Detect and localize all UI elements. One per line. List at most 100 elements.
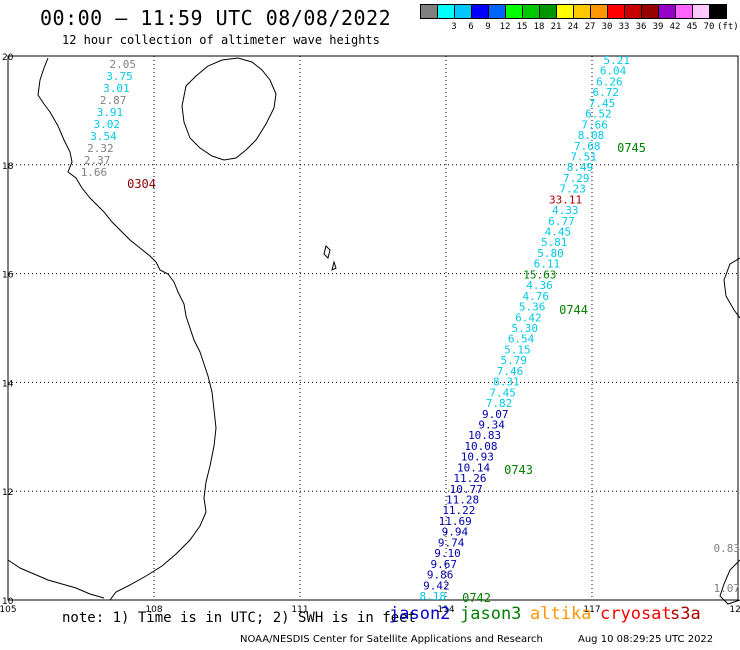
wave-height-label: 3.02 — [94, 118, 121, 131]
wave-height-label: 6.04 — [600, 65, 627, 78]
satellite-name: cryosat — [600, 604, 672, 624]
coastlines — [7, 57, 740, 605]
small-island-2 — [331, 260, 337, 271]
lat-tick-label: 20 — [2, 53, 14, 63]
wave-height-label: 15.63 — [523, 268, 556, 281]
wave-height-label: 5.79 — [500, 354, 527, 367]
wave-height-label: 33.11 — [549, 193, 582, 206]
wave-height-label: 9.74 — [438, 536, 465, 549]
map-frame — [7, 55, 739, 601]
legend-label: 6 — [468, 22, 474, 32]
wave-height-label: 6.72 — [592, 86, 619, 99]
east-coast — [723, 257, 740, 319]
wave-height-label: 5.15 — [504, 343, 531, 356]
legend-label: 30 — [601, 22, 613, 32]
satellite-name: jason2 — [389, 604, 451, 624]
lat-lon-grid: 105 108 111 114 117 120 20 18 16 14 12 10 — [0, 53, 740, 615]
wave-height-label: 10.08 — [464, 440, 497, 453]
legend-label: 39 — [652, 22, 664, 32]
wave-height-label: 3.75 — [106, 70, 133, 83]
wave-height-label: 5.30 — [512, 322, 539, 335]
pass-time-label: 0742 — [462, 591, 491, 605]
legend-label: 21 — [550, 22, 562, 32]
vietnam-coast — [37, 57, 217, 601]
legend-label: 15 — [516, 22, 528, 32]
wave-height-label: 6.26 — [596, 75, 623, 88]
wave-height-label: 7.82 — [486, 397, 513, 410]
wave-height-label: 3.01 — [103, 82, 130, 95]
credit-text: NOAA/NESDIS Center for Satellite Applica… — [240, 634, 543, 645]
wave-height-label: 5.80 — [537, 247, 564, 260]
legend-label: 12 — [499, 22, 511, 32]
footnote: note: 1) Time is in UTC; 2) SWH is in fe… — [62, 610, 417, 626]
wave-height-label: 9.86 — [427, 569, 454, 582]
lat-tick-label: 12 — [2, 488, 13, 498]
wave-height-label: 8.31 — [493, 376, 520, 389]
wave-height-label: 3.91 — [97, 106, 124, 119]
legend-label: 24 — [567, 22, 579, 32]
wave-height-label: 4.45 — [545, 226, 572, 239]
wave-height-label: 7.29 — [563, 172, 590, 185]
wave-height-label: 7.23 — [559, 183, 586, 196]
lon-tick-label: 108 — [145, 605, 162, 615]
lon-tick-label: 117 — [583, 605, 600, 615]
lon-tick-label: 111 — [291, 605, 308, 615]
lon-tick-label: 120 — [729, 605, 740, 615]
wave-height-label: 5.21 — [604, 54, 631, 67]
wave-height-label: 1.66 — [81, 166, 108, 179]
satellite-name: altika — [530, 604, 592, 624]
track-labels: 2.053.753.012.873.913.023.542.322.371.66… — [81, 54, 740, 605]
wave-height-label: 7.45 — [489, 386, 516, 399]
legend-label: 9 — [485, 22, 491, 32]
wave-height-label: 2.37 — [84, 154, 111, 167]
gulf-coast — [7, 559, 105, 599]
wave-height-label: 9.67 — [431, 558, 458, 571]
pass-time-label: 0743 — [504, 463, 533, 477]
wave-height-label: 10.77 — [450, 483, 483, 496]
wave-height-label: 11.26 — [453, 472, 486, 485]
wave-height-label: 11.22 — [442, 504, 475, 517]
lon-tick-label: 105 — [0, 605, 17, 615]
lat-tick-label: 14 — [2, 379, 14, 389]
wave-height-label: 8.08 — [578, 129, 605, 142]
wave-height-label: 10.93 — [461, 451, 494, 464]
wave-height-label: 11.69 — [439, 515, 472, 528]
legend-label: 3 — [451, 22, 457, 32]
legend-label: (ft) — [717, 22, 739, 32]
legend-label: 36 — [635, 22, 647, 32]
wave-height-label: 7.51 — [570, 150, 597, 163]
wave-height-label: 6.42 — [515, 311, 542, 324]
lat-tick-label: 10 — [2, 597, 14, 607]
wave-height-label: 11.28 — [446, 494, 479, 507]
wave-height-label: 2.87 — [100, 94, 127, 107]
satellite-name: s3a — [670, 604, 701, 624]
wave-height-label: 4.33 — [552, 204, 579, 217]
satellite-name: jason3 — [460, 604, 522, 624]
wave-height-label: 9.07 — [482, 408, 509, 421]
wave-height-label: 5.36 — [519, 301, 546, 314]
wave-height-label: 7.68 — [574, 140, 601, 153]
pass-time-label: 0304 — [127, 177, 156, 191]
wave-height-label: 4.36 — [526, 279, 553, 292]
lat-tick-label: 16 — [2, 271, 14, 281]
wave-height-label: 2.32 — [87, 142, 114, 155]
page-subtitle: 12 hour collection of altimeter wave hei… — [62, 33, 380, 47]
small-island-1 — [323, 245, 331, 259]
wave-height-label: 9.42 — [423, 579, 450, 592]
legend-label: 42 — [669, 22, 681, 32]
wave-height-label: 7.45 — [589, 97, 616, 110]
wave-height-label: 9.10 — [434, 547, 461, 560]
wave-height-label: 10.83 — [468, 429, 501, 442]
wave-height-label: 6.11 — [534, 258, 561, 271]
legend-label: 33 — [618, 22, 630, 32]
legend-label: 70 — [703, 22, 715, 32]
wave-height-label: 9.94 — [442, 526, 469, 539]
wave-height-label: 1.07 — [714, 582, 740, 595]
legend-label: 27 — [584, 22, 596, 32]
wave-height-label: 4.76 — [523, 290, 550, 303]
wave-height-label: 7.46 — [497, 365, 524, 378]
wave-height-label: 10.14 — [457, 461, 490, 474]
wave-height-label: 9.34 — [478, 418, 505, 431]
lon-tick-label: 114 — [437, 605, 454, 615]
